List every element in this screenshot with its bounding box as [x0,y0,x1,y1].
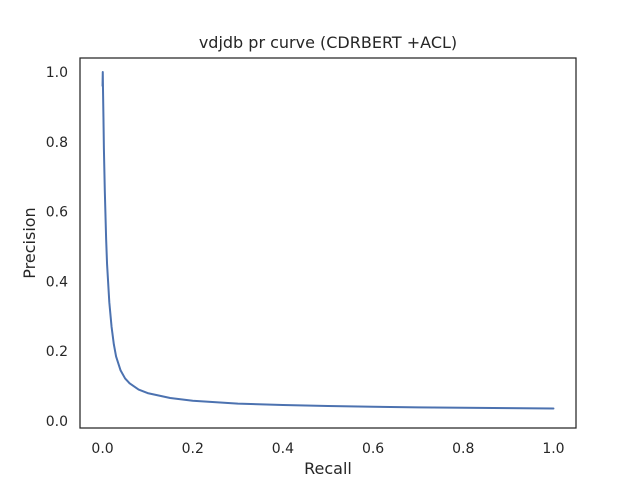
y-axis-label: Precision [20,207,39,278]
y-axis-ticks: 0.0 0.2 0.4 0.6 0.8 1.0 [46,65,68,430]
x-tick-label: 1.0 [542,441,564,457]
pr-curve-line [101,70,555,410]
x-axis-label: Recall [304,459,352,478]
chart-title: vdjdb pr curve (CDRBERT +ACL) [199,33,457,52]
y-tick-label: 1.0 [46,65,68,81]
y-tick-label: 0.6 [46,205,68,221]
x-axis-ticks: 0.0 0.2 0.4 0.6 0.8 1.0 [91,441,564,457]
x-tick-label: 0.8 [452,441,474,457]
y-tick-label: 0.8 [46,135,68,151]
x-tick-label: 0.2 [182,441,204,457]
x-tick-label: 0.6 [362,441,384,457]
x-tick-label: 0.0 [91,441,113,457]
y-tick-label: 0.2 [46,344,68,360]
plot-area [79,57,577,429]
x-tick-label: 0.4 [272,441,294,457]
y-tick-label: 0.4 [46,274,68,290]
y-tick-label: 0.0 [46,414,68,430]
series-layer [101,70,555,410]
